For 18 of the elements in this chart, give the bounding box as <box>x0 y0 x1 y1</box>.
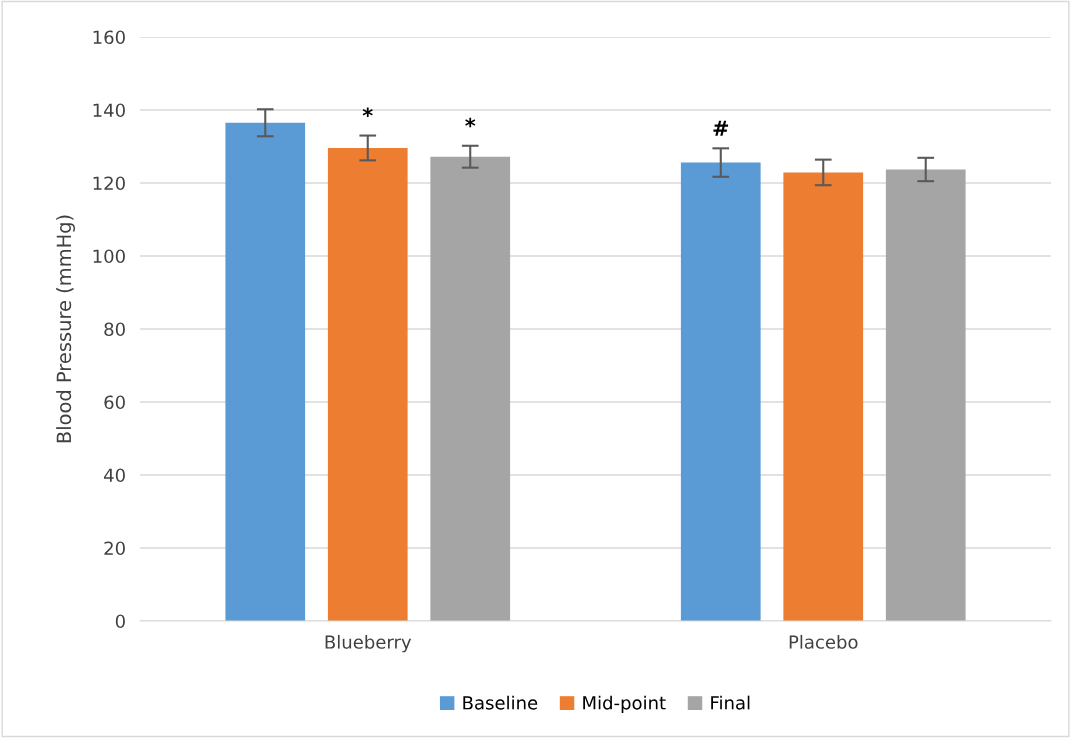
data-label: # <box>713 120 729 136</box>
legend-label: Mid-point <box>583 695 666 714</box>
legend-label: Baseline <box>463 695 538 710</box>
y-tick-label: 120 <box>93 176 125 191</box>
y-tick-label: 60 <box>104 395 125 410</box>
data-label: * <box>465 117 476 128</box>
x-tick-label: Blueberry <box>325 634 412 653</box>
y-tick-label: 80 <box>104 322 125 337</box>
y-tick-label: 0 <box>115 614 125 629</box>
y-tick-label: 100 <box>93 249 125 264</box>
y-axis-title: Blood Pressure (mmHg) <box>56 215 75 443</box>
y-tick-label: 40 <box>104 468 125 483</box>
y-tick-label: 20 <box>104 541 125 556</box>
x-tick-label: Placebo <box>789 634 858 649</box>
legend-label: Final <box>711 695 750 710</box>
data-label: * <box>362 107 373 118</box>
y-tick-label: 140 <box>93 103 125 118</box>
y-tick-label: 160 <box>93 30 125 45</box>
